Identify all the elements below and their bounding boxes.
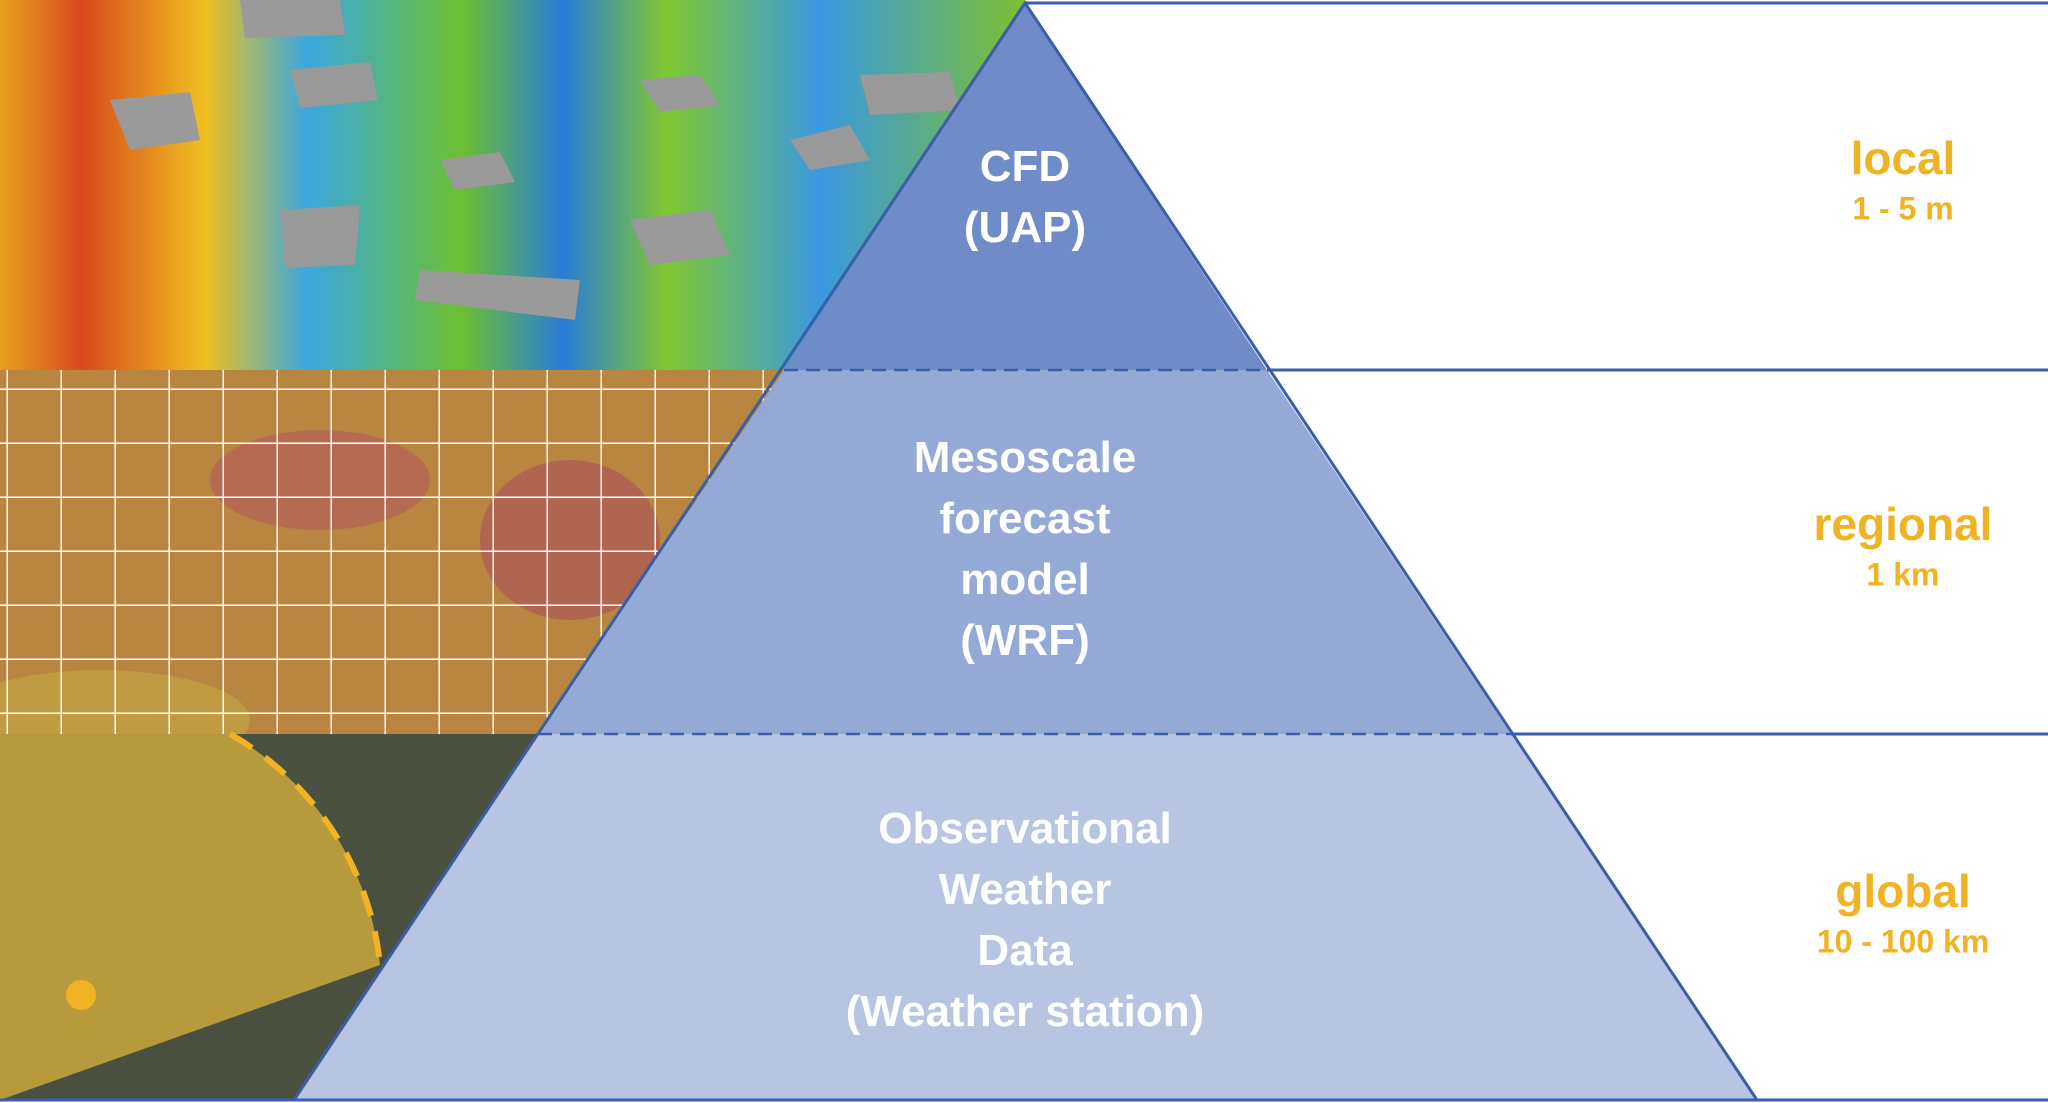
level-label: model <box>960 555 1090 604</box>
scale-name: regional <box>1814 498 1993 550</box>
pyramid-top <box>784 3 1267 370</box>
scale-range: 1 - 5 m <box>1852 190 1953 226</box>
level-label: Data <box>977 926 1073 975</box>
level-label: (UAP) <box>964 203 1086 252</box>
level-label: Observational <box>878 804 1171 853</box>
scale-name: local <box>1851 132 1956 184</box>
level-label: (Weather station) <box>846 987 1205 1036</box>
level-label: CFD <box>980 142 1070 191</box>
scale-range: 10 - 100 km <box>1817 923 1990 959</box>
level-label: (WRF) <box>960 616 1090 665</box>
scale-range: 1 km <box>1867 556 1940 592</box>
level-label: Mesoscale <box>914 433 1137 482</box>
pyramid-bottom <box>294 734 1757 1100</box>
level-label: Weather <box>939 865 1112 914</box>
level-label: forecast <box>939 494 1111 543</box>
pyramid <box>292 0 1759 1101</box>
image-cfd <box>0 0 1025 370</box>
pyramid-middle <box>538 370 1511 734</box>
scale-name: global <box>1835 865 1970 917</box>
